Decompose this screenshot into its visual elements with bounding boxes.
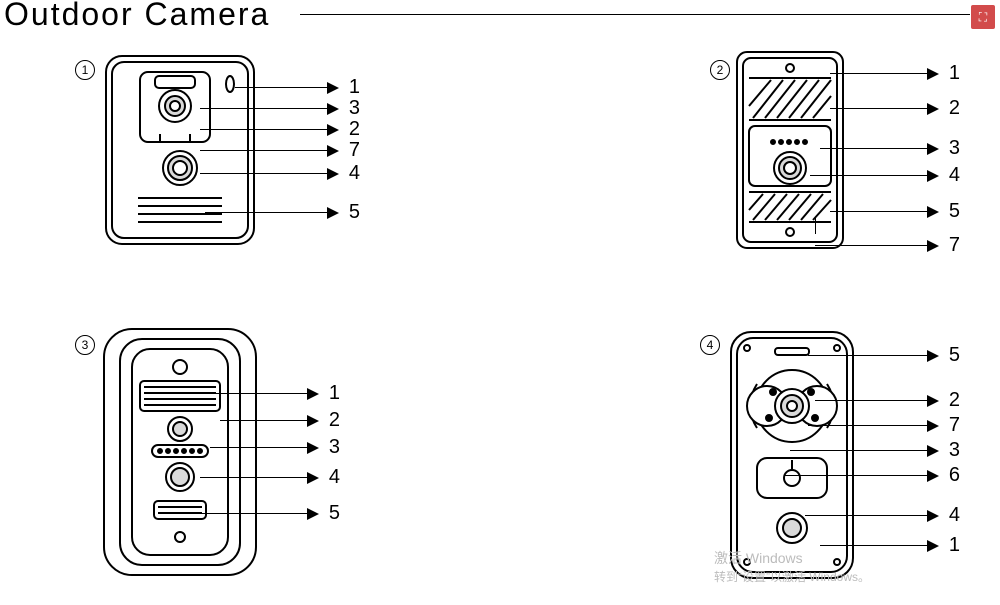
title-divider — [300, 14, 970, 15]
callout-number: 3 — [349, 97, 360, 120]
callout: 5 — [830, 200, 960, 223]
callout: 5 — [808, 344, 960, 367]
callout-number: 3 — [329, 436, 340, 459]
callout-number: 6 — [949, 464, 960, 487]
callout: 2 — [200, 118, 360, 141]
callout-number: 4 — [949, 164, 960, 187]
callout: 3 — [790, 439, 960, 462]
figure-label-1: 1 — [75, 60, 95, 80]
callout-number: 7 — [349, 139, 360, 162]
callout-number: 2 — [949, 97, 960, 120]
callout: 2 — [815, 389, 960, 412]
callout: 4 — [805, 504, 960, 527]
callout-number: 2 — [329, 409, 340, 432]
callout: 2 — [220, 409, 340, 432]
callout: 4 — [200, 162, 360, 185]
figure-label-2: 2 — [710, 60, 730, 80]
callout-number: 5 — [349, 201, 360, 224]
callout-number: 7 — [949, 414, 960, 437]
figure-label-3: 3 — [75, 335, 95, 355]
callout-number: 2 — [349, 118, 360, 141]
callout: 2 — [830, 97, 960, 120]
callout: 3 — [210, 436, 340, 459]
callout: 7 — [200, 139, 360, 162]
callout-number: 3 — [949, 137, 960, 160]
callout: 3 — [820, 137, 960, 160]
callout-number: 3 — [949, 439, 960, 462]
callout: 7 — [808, 414, 960, 437]
callout-number: 4 — [949, 504, 960, 527]
callout-number: 5 — [949, 200, 960, 223]
callout: 1 — [235, 76, 360, 99]
image-tool-icon[interactable]: ⛶ — [971, 5, 995, 29]
callout: 4 — [810, 164, 960, 187]
callout-number: 7 — [949, 234, 960, 257]
callout-number: 1 — [329, 382, 340, 405]
callout-number: 1 — [349, 76, 360, 99]
callout: 3 — [200, 97, 360, 120]
callout-number: 1 — [949, 62, 960, 85]
page-title: Outdoor Camera — [4, 0, 270, 33]
callout-number: 4 — [349, 162, 360, 185]
callout-number: 5 — [949, 344, 960, 367]
callout: 7 — [815, 234, 960, 257]
callout: 5 — [200, 502, 340, 525]
figure-label-4: 4 — [700, 335, 720, 355]
callout: 4 — [200, 466, 340, 489]
callout-number: 5 — [329, 502, 340, 525]
callout: 5 — [205, 201, 360, 224]
callout: 1 — [820, 534, 960, 557]
callout: 1 — [830, 62, 960, 85]
callout: 1 — [210, 382, 340, 405]
callout: 6 — [785, 464, 960, 487]
callout-number: 1 — [949, 534, 960, 557]
callout-number: 4 — [329, 466, 340, 489]
callout-number: 2 — [949, 389, 960, 412]
